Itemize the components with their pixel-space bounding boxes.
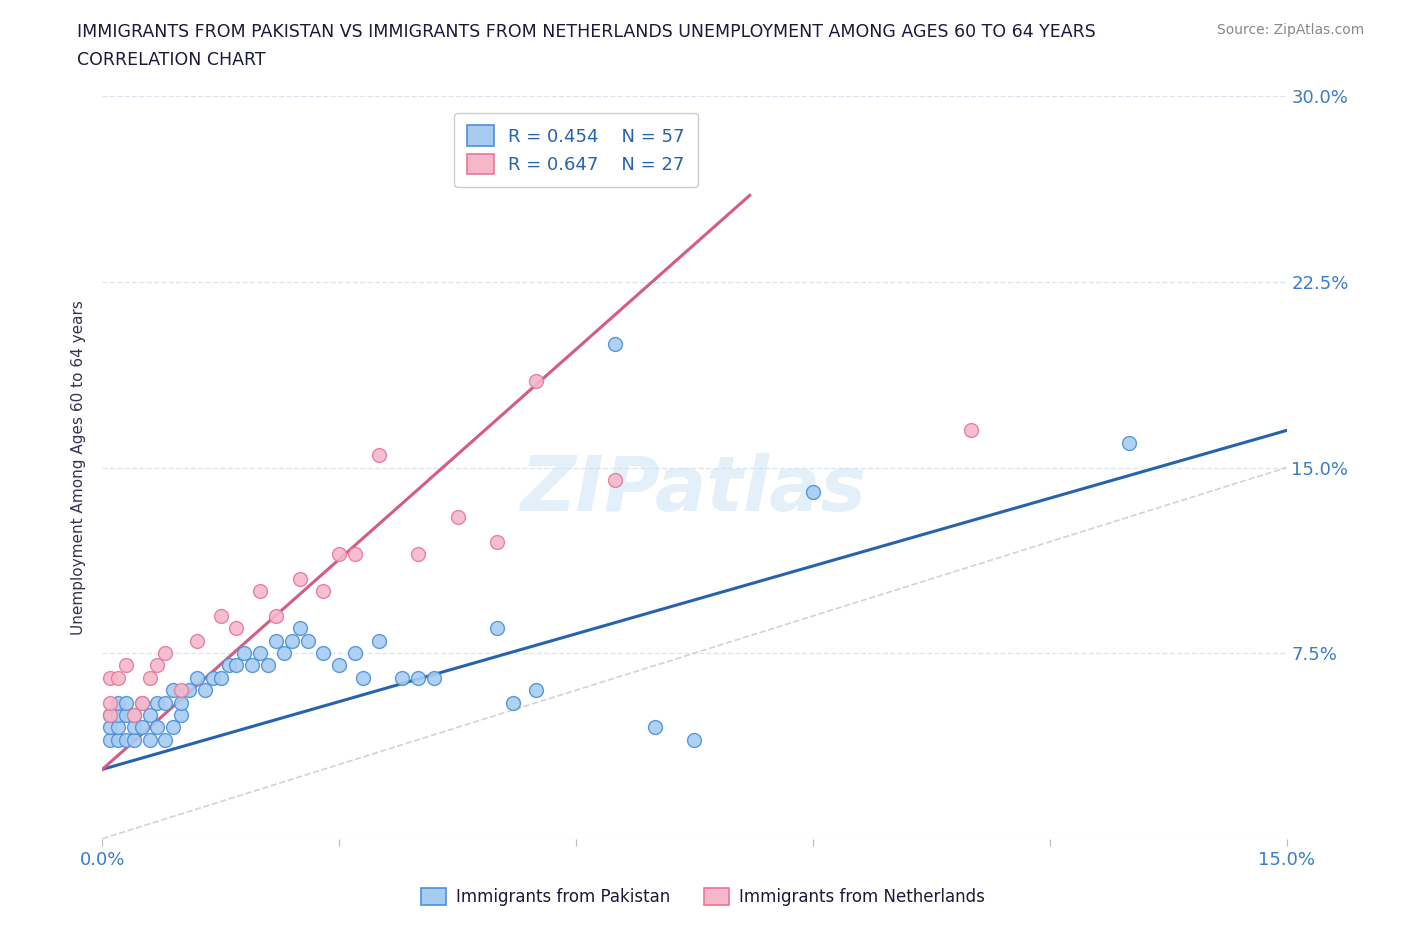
Y-axis label: Unemployment Among Ages 60 to 64 years: Unemployment Among Ages 60 to 64 years (72, 300, 86, 635)
Point (352, 671, 374, 685)
Point (122, 720, 145, 735)
Point (605, 472, 627, 487)
Point (526, 374, 548, 389)
Point (122, 732, 145, 747)
Point (131, 695, 153, 710)
Point (155, 732, 177, 747)
Point (959, 423, 981, 438)
Point (115, 695, 138, 710)
Point (225, 658, 247, 673)
Legend: R = 0.454    N = 57, R = 0.647    N = 27: R = 0.454 N = 57, R = 0.647 N = 27 (454, 113, 697, 187)
Point (391, 671, 413, 685)
Point (122, 708, 145, 723)
Point (288, 621, 311, 636)
Point (218, 658, 240, 673)
Point (186, 633, 208, 648)
Point (138, 708, 160, 723)
Point (107, 695, 129, 710)
Point (225, 621, 247, 636)
Point (107, 708, 129, 723)
Point (406, 671, 429, 685)
Point (683, 732, 706, 747)
Point (249, 584, 271, 599)
Point (312, 584, 335, 599)
Point (107, 732, 129, 747)
Point (446, 510, 468, 525)
Point (423, 671, 446, 685)
Point (273, 645, 295, 660)
Point (131, 720, 153, 735)
Point (115, 732, 138, 747)
Point (146, 720, 169, 735)
Point (209, 608, 232, 623)
Point (115, 708, 138, 723)
Point (107, 671, 129, 685)
Point (328, 547, 350, 562)
Point (328, 658, 350, 673)
Point (485, 621, 508, 636)
Point (605, 337, 627, 352)
Point (170, 708, 193, 723)
Point (526, 683, 548, 698)
Point (644, 720, 666, 735)
Point (155, 695, 177, 710)
Point (502, 695, 524, 710)
Point (131, 695, 153, 710)
Point (122, 708, 145, 723)
Point (98, 708, 121, 723)
Point (485, 535, 508, 550)
Point (264, 633, 287, 648)
Point (406, 547, 429, 562)
Point (162, 683, 184, 698)
Point (367, 447, 389, 462)
Point (138, 671, 160, 685)
Point (98, 732, 121, 747)
Point (343, 645, 366, 660)
Point (98, 720, 121, 735)
Point (233, 645, 256, 660)
Point (343, 547, 366, 562)
Point (115, 658, 138, 673)
Point (264, 608, 287, 623)
Point (98, 671, 121, 685)
Point (146, 658, 169, 673)
Point (801, 485, 824, 499)
Point (98, 695, 121, 710)
Point (107, 720, 129, 735)
Point (209, 671, 232, 685)
Point (280, 633, 302, 648)
Point (312, 645, 335, 660)
Legend: Immigrants from Pakistan, Immigrants from Netherlands: Immigrants from Pakistan, Immigrants fro… (415, 881, 991, 912)
Point (367, 633, 389, 648)
Text: ZIPatlas: ZIPatlas (522, 453, 868, 526)
Point (146, 695, 169, 710)
Text: Source: ZipAtlas.com: Source: ZipAtlas.com (1216, 23, 1364, 37)
Point (138, 732, 160, 747)
Text: IMMIGRANTS FROM PAKISTAN VS IMMIGRANTS FROM NETHERLANDS UNEMPLOYMENT AMONG AGES : IMMIGRANTS FROM PAKISTAN VS IMMIGRANTS F… (77, 23, 1097, 41)
Point (177, 683, 200, 698)
Point (1118, 435, 1140, 450)
Point (288, 571, 311, 586)
Point (155, 645, 177, 660)
Point (249, 645, 271, 660)
Point (194, 683, 217, 698)
Point (162, 720, 184, 735)
Text: CORRELATION CHART: CORRELATION CHART (77, 51, 266, 69)
Point (170, 683, 193, 698)
Point (201, 671, 224, 685)
Point (297, 633, 319, 648)
Point (240, 658, 263, 673)
Point (98, 708, 121, 723)
Point (257, 658, 280, 673)
Point (186, 671, 208, 685)
Point (170, 695, 193, 710)
